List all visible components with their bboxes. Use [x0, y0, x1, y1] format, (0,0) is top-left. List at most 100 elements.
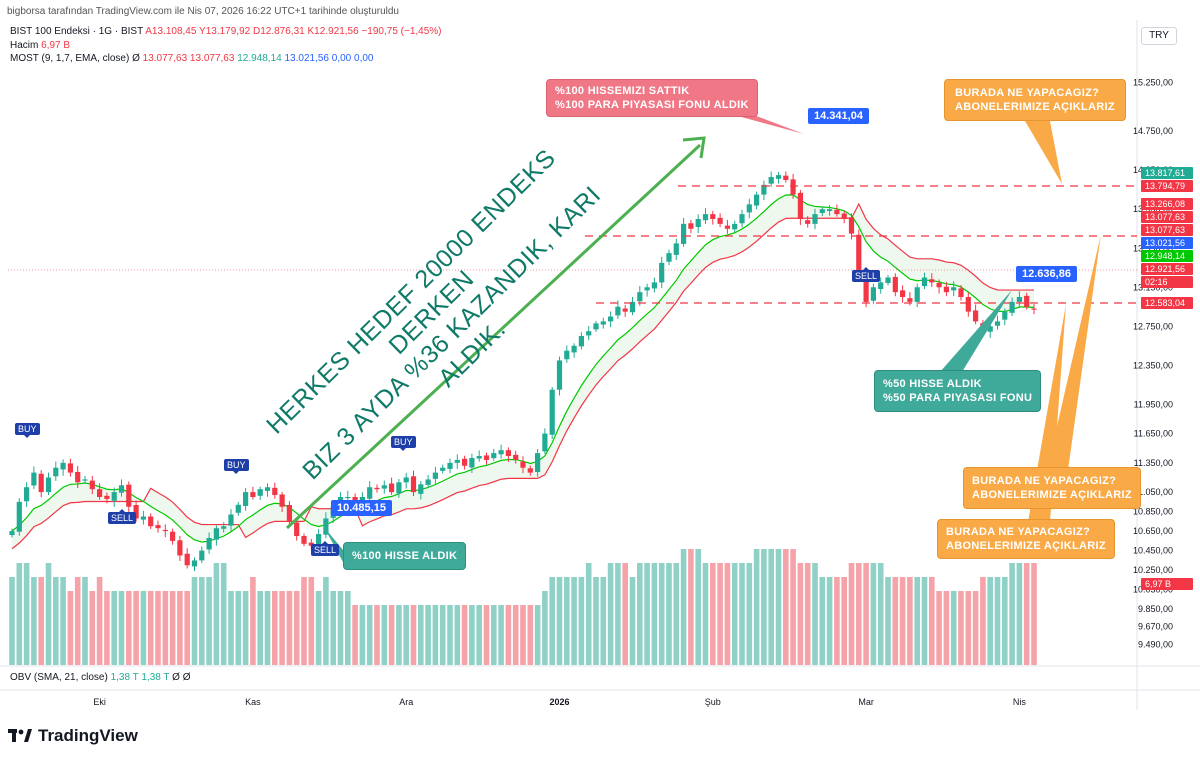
volume-bar	[914, 577, 920, 665]
candle-body	[301, 536, 307, 544]
currency-selector[interactable]: TRY	[1141, 27, 1177, 45]
callout-sold-line-1: %100 HISSEMIZI SATTIK	[555, 85, 690, 97]
volume-bar	[907, 577, 913, 665]
candle-body	[651, 282, 657, 289]
candle-body	[659, 262, 665, 283]
candle-body	[870, 287, 876, 301]
candle-body	[53, 467, 59, 477]
volume-bar	[461, 605, 468, 665]
volume-bar	[418, 605, 424, 665]
volume-bar	[23, 563, 30, 665]
eye-icon[interactable]: Ø	[132, 53, 140, 64]
y-tick-label: 10.450,00	[1133, 546, 1173, 556]
price-axis: 15.250,0014.750,0014.350,0013.950,0013.5…	[1133, 77, 1193, 649]
axis-price-tag	[1141, 250, 1193, 262]
y-tick-label: 9.670,00	[1138, 622, 1173, 632]
candle-body	[520, 461, 526, 468]
candle-body	[359, 496, 365, 501]
volume-bar	[1016, 563, 1023, 665]
candle-body	[279, 494, 285, 507]
volume-bar	[352, 605, 358, 665]
volume-bar	[848, 563, 855, 665]
candle-body	[403, 477, 409, 483]
dashed-levels	[8, 185, 1137, 304]
y-tick-label: 10.250,00	[1133, 565, 1173, 575]
x-tick-label: Şub	[705, 697, 721, 707]
volume-bar	[279, 591, 285, 665]
volume-bar	[89, 591, 96, 665]
most-value-2: 13.077,63	[189, 53, 235, 64]
candle-body	[67, 463, 73, 473]
y-tick-label: 14.750,00	[1133, 126, 1173, 136]
volume-bar	[220, 563, 227, 665]
axis-price-tag-text: 12.583,04	[1145, 298, 1185, 308]
x-tick-label: Eki	[93, 697, 106, 707]
volume-bar	[600, 577, 607, 665]
candle-body	[133, 504, 139, 519]
candle-body	[644, 287, 650, 291]
callout-bought-full: %100 HISSE ALDIK	[343, 542, 467, 570]
candle-body	[352, 496, 358, 502]
candle-body	[586, 331, 592, 336]
candle-body	[571, 345, 577, 353]
volume-bar	[950, 591, 957, 665]
price-candles	[9, 171, 1037, 572]
volume-bar	[191, 577, 198, 665]
volume-bar	[140, 591, 147, 665]
volume-bar	[286, 591, 293, 665]
volume-bar	[812, 563, 818, 665]
candle-body	[1024, 295, 1030, 307]
volume-bar	[658, 563, 665, 665]
ohlc-high: Y13.179,92	[199, 26, 251, 37]
candle-body	[929, 279, 935, 283]
candle-body	[24, 487, 30, 502]
x-tick-label: Ara	[399, 697, 413, 707]
most-label: MOST (9, 1,7, EMA, close)	[10, 53, 130, 64]
callout-question-low-line-1: BURADA NE YAPACAGIZ?	[946, 526, 1091, 538]
price-tag-low: 10.485,15	[331, 500, 392, 516]
callout-question-top-line-1: BURADA NE YAPACAGIZ?	[955, 87, 1100, 99]
candle-body	[578, 336, 584, 347]
x-tick-label: Mar	[858, 697, 874, 707]
candle-body	[732, 223, 738, 230]
candle-body	[140, 516, 146, 520]
volume-bar	[126, 591, 132, 665]
callout-question-low: BURADA NE YAPACAGIZ? ABONELERIMIZE AÇIKL…	[937, 519, 1115, 559]
volume-bar	[228, 591, 234, 665]
volume-bars	[9, 549, 1037, 665]
buy-signal: BUY	[15, 423, 40, 438]
volume-bar	[308, 577, 315, 665]
volume-bar	[710, 563, 716, 665]
ohlc-open: A13.108,45	[145, 26, 197, 37]
time-axis: Eki Kas Ara 2026 Şub Mar Nis	[93, 697, 1026, 707]
candle-body	[89, 480, 95, 490]
volume-bar	[899, 577, 906, 665]
candle-body	[491, 453, 497, 459]
volume-bar	[819, 577, 826, 665]
candle-body	[1016, 297, 1022, 302]
volume-bar	[104, 591, 110, 665]
callout-question-mid-line-1: BURADA NE YAPACAGIZ?	[972, 475, 1117, 487]
candle-body	[1002, 311, 1008, 320]
candle-body	[900, 290, 906, 298]
volume-bar	[206, 577, 212, 665]
y-tick-label: 11.050,00	[1134, 487, 1173, 497]
volume-bar	[622, 563, 628, 665]
candle-body	[447, 462, 453, 469]
candle-body	[856, 234, 862, 273]
volume-bar	[96, 577, 103, 665]
volume-bar	[629, 577, 636, 665]
candle-body	[410, 476, 417, 493]
volume-bar	[549, 577, 555, 665]
volume-bar	[994, 577, 1001, 665]
tradingview-logo: TradingView	[8, 726, 138, 746]
y-tick-label: 10.850,00	[1133, 507, 1173, 517]
axis-price-tag-text: 02:16	[1145, 277, 1168, 287]
x-tick-label: 2026	[549, 697, 569, 707]
candle-body	[863, 272, 869, 302]
candle-body	[148, 516, 154, 527]
volume-bar	[118, 591, 125, 665]
x-tick-label: Kas	[245, 697, 261, 707]
y-tick-label: 9.490,00	[1138, 639, 1173, 649]
